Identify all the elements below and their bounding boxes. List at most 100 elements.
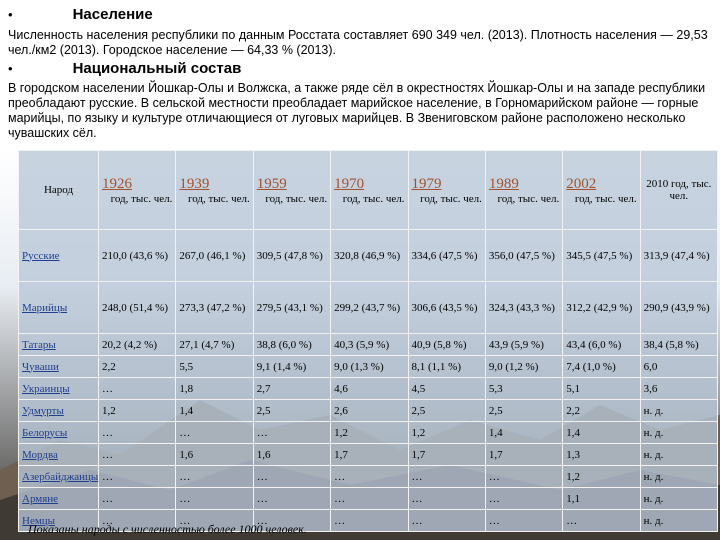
cell: 3,6 (639, 377, 719, 400)
header-cell: 1959 год, тыс. чел. (252, 150, 332, 230)
year: 1959 (256, 175, 287, 192)
header-cell: 1939 год, тыс. чел. (175, 150, 254, 230)
table-row: Удмурты 1,2 1,4 2,5 2,6 2,5 2,5 2,2 н. д. (18, 399, 719, 422)
unit: год, тыс. чел. (420, 192, 482, 205)
cell: н. д. (639, 443, 719, 466)
cell: … (97, 465, 177, 488)
header-cell: 2002 год, тыс. чел. (562, 150, 641, 230)
cell: … (330, 465, 409, 488)
cell: 2,5 (252, 399, 332, 422)
cell: … (175, 421, 254, 444)
table-row: Азербайджанцы……………… 1,2 н. д. (18, 465, 719, 488)
bullet: • Национальный состав (8, 60, 242, 77)
cell: 290,9 (43,9 %) (639, 281, 719, 334)
cell: … (562, 509, 641, 532)
cell: … (484, 487, 564, 510)
heading: Национальный состав (72, 60, 242, 77)
nation-link[interactable]: Украинцы (22, 382, 70, 395)
cell: 306,6 (43,5 %) (407, 281, 486, 334)
cell: 1,4 (562, 421, 641, 444)
name-cell: Удмурты (18, 399, 99, 422)
unit: год, тыс. чел. (574, 192, 637, 205)
cell: 345,5 (47,5 %) (562, 229, 641, 282)
paragraph: В городском населении Йошкар-Олы и Волжс… (8, 81, 706, 140)
unit: год, тыс. чел. (497, 192, 560, 205)
year: 1970 (334, 175, 365, 192)
cell: 6,0 (639, 355, 719, 378)
cell: н. д. (639, 399, 719, 422)
cell: 273,3 (47,2 %) (175, 281, 254, 334)
cell: … (252, 465, 332, 488)
nation-link[interactable]: Татары (22, 338, 56, 351)
cell: 4,6 (330, 377, 409, 400)
cell: 5,3 (484, 377, 564, 400)
cell: 1,7 (484, 443, 564, 466)
cell: 210,0 (43,6 %) (97, 229, 177, 282)
year: 1989 (488, 175, 519, 192)
name-cell: Татары (18, 333, 99, 356)
cell: 40,3 (5,9 %) (330, 333, 409, 356)
name-cell: Белорусы (18, 421, 99, 444)
population-table: Народ 1926 год, тыс. чел. 1939 год, тыс. чел… (18, 150, 719, 532)
nation-link[interactable]: Марийцы (22, 301, 68, 314)
table-row: Белорусы……… 1,2 1,2 1,4 1,4 н. д. (18, 421, 719, 444)
cell: … (330, 509, 409, 532)
header-cell: 1979 год, тыс. чел. (407, 150, 486, 230)
name-cell: Украинцы (18, 377, 99, 400)
header-cell: Народ (18, 150, 99, 230)
cell: … (175, 509, 254, 532)
heading: Население (72, 6, 153, 23)
cell: 20,2 (4,2 %) (97, 333, 177, 356)
header-cell: 2010 год, тыс. чел. (639, 150, 719, 230)
cell: 320,8 (46,9 %) (330, 229, 409, 282)
cell: 1,4 (175, 399, 254, 422)
nation-link[interactable]: Удмурты (22, 404, 64, 417)
cell: … (407, 487, 486, 510)
unit: год, тыс. чел. (110, 192, 173, 205)
cell: 1,4 (484, 421, 564, 444)
cell: н. д. (639, 421, 719, 444)
cell: 2,2 (562, 399, 641, 422)
unit: год, тыс. чел. (265, 192, 328, 205)
bullet: • Население (8, 6, 153, 23)
cell: 2,7 (252, 377, 332, 400)
nation-link[interactable]: Азербайджанцы (22, 470, 99, 483)
cell: 312,2 (42,9 %) (562, 281, 641, 334)
cell: … (484, 465, 564, 488)
cell: н. д. (639, 509, 719, 532)
cell: 299,2 (43,7 %) (330, 281, 409, 334)
cell: 2,2 (97, 355, 177, 378)
cell: 279,5 (43,1 %) (252, 281, 332, 334)
cell: … (407, 465, 486, 488)
cell: … (252, 487, 332, 510)
cell: … (97, 377, 177, 400)
cell: 38,4 (5,8 %) (639, 333, 719, 356)
name-cell: Немцы (18, 509, 99, 532)
cell: 27,1 (4,7 %) (175, 333, 254, 356)
unit: год, тыс. чел. (187, 192, 250, 205)
cell: 334,6 (47,5 %) (407, 229, 486, 282)
cell: … (407, 509, 486, 532)
cell: 2,5 (407, 399, 486, 422)
header-cell: 1926 год, тыс. чел. (97, 150, 177, 230)
year: 2002 (566, 175, 597, 192)
table-row: Марийцы 248,0 (51,4 %) 273,3 (47,2 %) 279,5… (18, 281, 719, 334)
name-cell: Азербайджанцы (18, 465, 99, 488)
nation-link[interactable]: Чуваши (22, 360, 59, 373)
cell: 1,7 (330, 443, 409, 466)
nation-link[interactable]: Армяне (22, 492, 59, 505)
nation-link[interactable]: Немцы (22, 514, 56, 527)
nation-link[interactable]: Мордва (22, 448, 58, 461)
footnote: Показаны народы с численностью более 100… (28, 522, 307, 536)
cell: 9,0 (1,3 %) (330, 355, 409, 378)
nation-link[interactable]: Белорусы (22, 426, 68, 439)
table-row: Чуваши 2,2 5,5 9,1 (1,4 %) 9,0 (1,3 %) 8,1 (1… (18, 355, 719, 378)
cell: 40,9 (5,8 %) (407, 333, 486, 356)
nation-link[interactable]: Русские (22, 249, 60, 262)
cell: 1,2 (330, 421, 409, 444)
paragraph: Численность населения республики по данн… (8, 28, 708, 57)
table-row: Русские 210,0 (43,6 %) 267,0 (46,1 %) 309,5… (18, 229, 719, 282)
cell: 9,0 (1,2 %) (484, 355, 564, 378)
table-row: Татары 20,2 (4,2 %) 27,1 (4,7 %) 38,8 (6,0 … (18, 333, 719, 356)
